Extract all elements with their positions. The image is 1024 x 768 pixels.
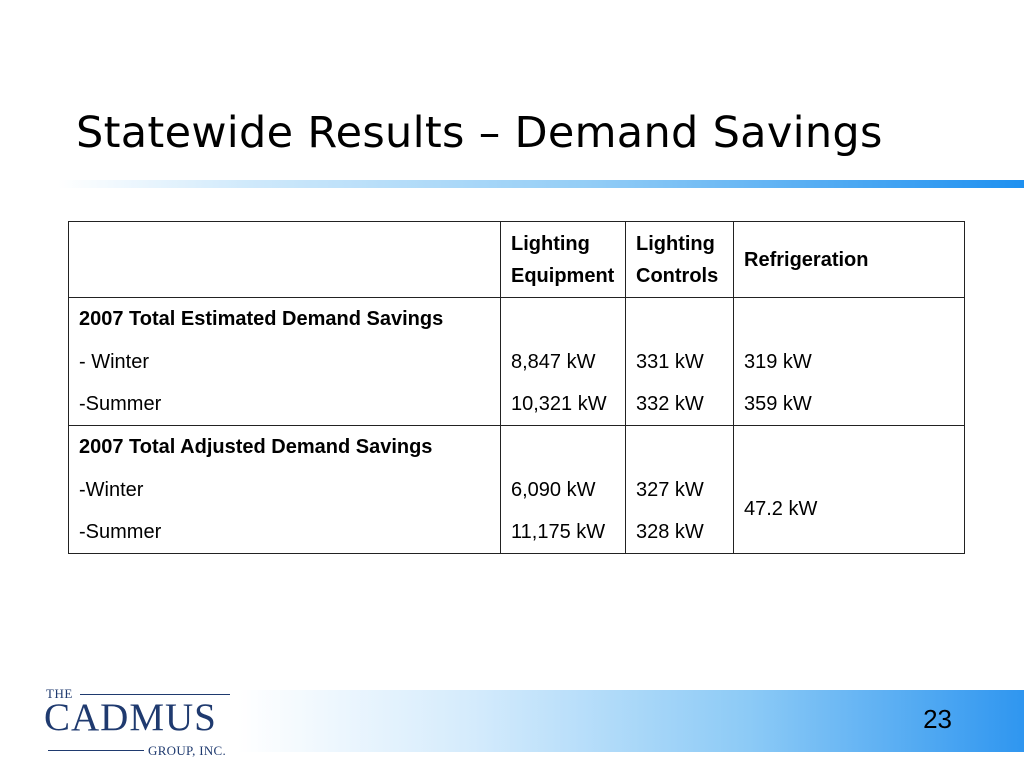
cell-lighting-equipment: 6,090 kW <box>500 469 626 512</box>
cadmus-logo: THE CADMUS GROUP, INC. <box>44 686 234 758</box>
section-estimated-row: 2007 Total Estimated Demand Savings <box>68 297 965 342</box>
cell-lighting-controls: 332 kW <box>625 383 734 426</box>
cell-refrigeration: 359 kW <box>733 383 965 426</box>
row-label: -Summer <box>79 520 162 543</box>
row-label: -Winter <box>79 479 144 501</box>
header-refrigeration: Refrigeration <box>733 221 965 298</box>
section-adjusted-label: 2007 Total Adjusted Demand Savings <box>68 425 501 470</box>
cell-refrigeration-adjusted: 47.2 kW <box>733 425 965 554</box>
header-empty-cell <box>68 221 501 298</box>
row-label: -Summer <box>79 392 162 415</box>
cell-refrigeration: 319 kW <box>733 341 965 384</box>
demand-savings-table: Lighting Equipment Lighting Controls Refri… <box>68 221 965 554</box>
header-lighting-controls: Lighting Controls <box>625 221 734 298</box>
logo-name: CADMUS <box>44 696 217 739</box>
table-row-adjusted-winter: -Winter 6,090 kW 327 kW <box>69 469 965 512</box>
footer-band <box>238 690 1024 752</box>
page-number: 23 <box>923 704 952 734</box>
cell-lighting-equipment: 11,175 kW <box>500 511 626 554</box>
cell-lighting-equipment: 8,847 kW <box>500 341 626 384</box>
logo-the: THE <box>46 686 73 701</box>
logo-rule-bottom <box>48 750 144 751</box>
cell-lighting-equipment: 10,321 kW <box>500 383 626 426</box>
section-adjusted-row: 2007 Total Adjusted Demand Savings 47.2 … <box>68 425 965 554</box>
logo-subtitle: GROUP, INC. <box>148 743 227 758</box>
title-underline <box>58 180 1024 188</box>
cell-lighting-controls: 328 kW <box>625 511 734 554</box>
table-row-estimated-summer: -Summer 10,321 kW 332 kW 359 kW <box>69 383 965 426</box>
cell-lighting-controls: 331 kW <box>625 341 734 384</box>
cell-lighting-controls: 327 kW <box>625 469 734 512</box>
logo-rule-top <box>80 694 230 695</box>
slide-title: Statewide Results – Demand Savings <box>76 108 883 158</box>
table-header-row: Lighting Equipment Lighting Controls Refri… <box>68 221 965 298</box>
section-estimated-label: 2007 Total Estimated Demand Savings <box>68 297 501 342</box>
row-label: - Winter <box>79 351 149 373</box>
table-row-adjusted-summer: -Summer 11,175 kW 328 kW <box>69 511 965 554</box>
table-row-estimated-winter: - Winter 8,847 kW 331 kW 319 kW <box>69 341 965 384</box>
header-lighting-equipment: Lighting Equipment <box>500 221 626 298</box>
